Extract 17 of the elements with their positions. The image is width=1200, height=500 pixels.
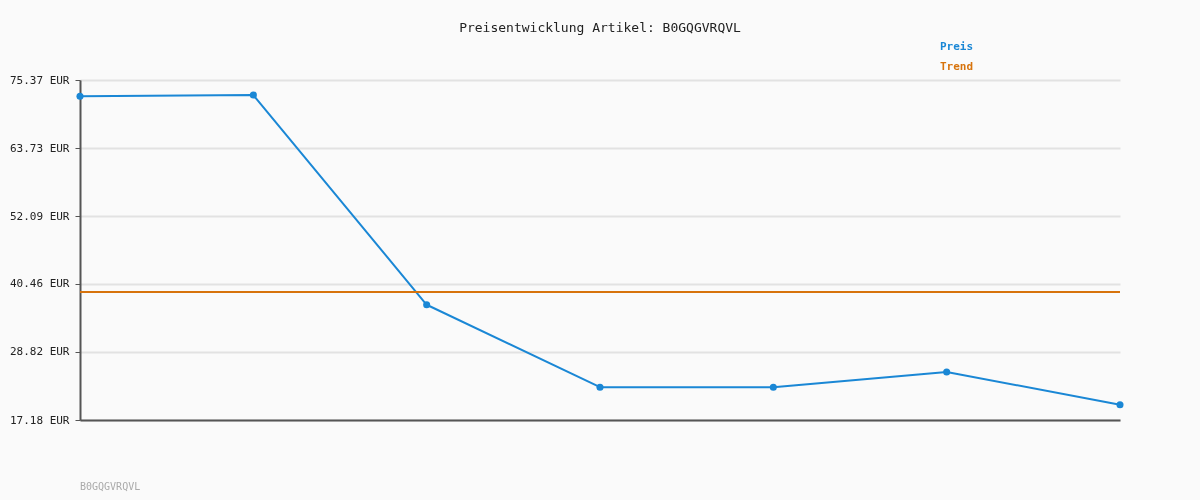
point — [596, 383, 604, 391]
y-tick-label: 52.09 EUR — [9, 209, 70, 223]
y-tick-label: 28.82 EUR — [9, 345, 70, 359]
chart-title: Preisentwicklung Artikel: B0GQGVRQVL — [459, 20, 742, 35]
y-tick-label: 63.73 EUR — [9, 141, 70, 155]
point — [423, 301, 431, 309]
point — [943, 368, 951, 376]
y-tick-label: 17.18 EUR — [9, 413, 70, 427]
text: B0GQGVRQVL — [80, 481, 141, 492]
point — [1116, 401, 1124, 409]
point — [76, 92, 84, 100]
point — [769, 383, 777, 391]
y-tick-label: 40.46 EUR — [9, 277, 70, 291]
text: Preis — [940, 40, 974, 53]
point — [249, 91, 257, 99]
text: Trend — [940, 60, 974, 73]
y-tick-label: 75.37 EUR — [9, 73, 70, 87]
